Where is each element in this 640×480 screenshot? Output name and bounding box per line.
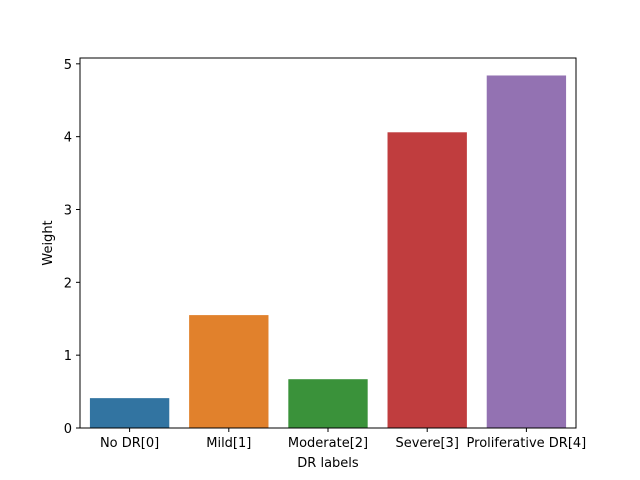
bar-0 bbox=[89, 398, 170, 428]
x-axis-label: DR labels bbox=[297, 456, 359, 471]
x-tick-label: No DR[0] bbox=[100, 436, 159, 451]
y-tick-label: 1 bbox=[64, 349, 72, 364]
y-tick-label: 4 bbox=[64, 131, 72, 146]
y-axis-ticks: 0 1 2 3 4 5 bbox=[64, 58, 80, 437]
x-axis-ticks: No DR[0] Mild[1] Moderate[2] Severe[3] Proli… bbox=[100, 428, 586, 451]
y-tick-label: 5 bbox=[64, 58, 72, 73]
y-tick-label: 2 bbox=[64, 276, 72, 291]
x-tick-label: Moderate[2] bbox=[288, 436, 368, 451]
x-tick-label: Mild[1] bbox=[206, 436, 251, 451]
bar-1 bbox=[189, 315, 269, 428]
y-tick-label: 3 bbox=[64, 203, 72, 218]
bar-4 bbox=[486, 75, 567, 428]
x-tick-label: Severe[3] bbox=[395, 436, 458, 451]
y-axis-label: Weight bbox=[41, 220, 56, 265]
bar-2 bbox=[288, 379, 368, 428]
bars-group bbox=[89, 75, 567, 429]
x-tick-label: Proliferative DR[4] bbox=[467, 436, 587, 451]
plot-frame bbox=[79, 57, 577, 429]
bar-3 bbox=[387, 132, 467, 429]
y-tick-label: 0 bbox=[64, 422, 72, 437]
